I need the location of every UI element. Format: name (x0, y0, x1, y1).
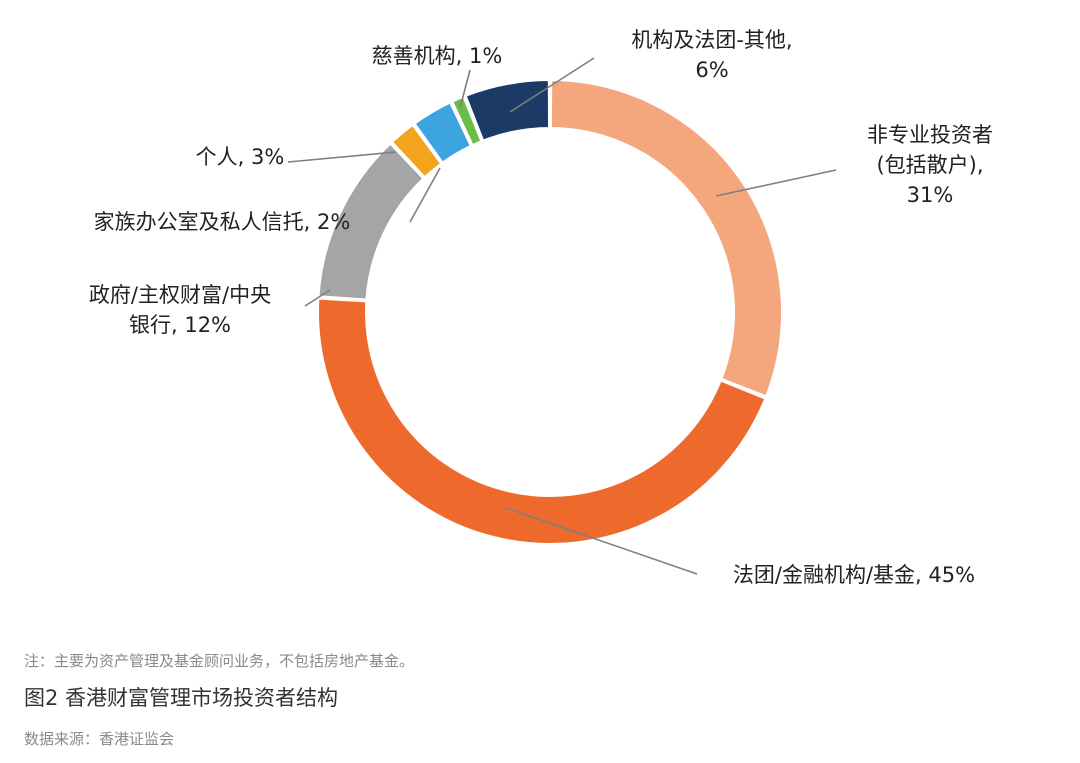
leader-line-2 (304, 289, 331, 307)
slice-label-line: 政府/主权财富/中央 (89, 283, 271, 307)
slice-label-line: (包括散户), (876, 153, 983, 177)
leader-line-0 (715, 169, 837, 197)
slice-label-5: 慈善机构, 1% (372, 44, 503, 68)
donut-slices (317, 78, 783, 545)
leader-line-3 (409, 167, 441, 223)
leader-lines (287, 57, 837, 575)
figure-source: 数据来源：香港证监会 (24, 730, 175, 748)
donut-slice-0 (549, 78, 783, 398)
slice-label-1: 法团/金融机构/基金, 45% (733, 563, 975, 587)
leader-line-5 (459, 69, 471, 109)
slice-label-line: 慈善机构, 1% (372, 44, 503, 68)
leader-line-6 (509, 57, 595, 113)
leader-line-4 (287, 151, 397, 163)
figure-title: 图2 香港财富管理市场投资者结构 (24, 686, 339, 710)
donut-slice-1 (317, 297, 767, 545)
donut-slice-3 (390, 123, 443, 179)
donut-slice-2 (317, 142, 425, 301)
slice-labels: 非专业投资者 (包括散户), 31% 法团/金融机构/基金, 45% 政府/主权财富/中… (89, 28, 993, 587)
slice-label-2: 政府/主权财富/中央银行, 12% (89, 283, 271, 337)
slice-label-line: 6% (695, 58, 728, 82)
donut-chart: 非专业投资者 (包括散户), 31% 法团/金融机构/基金, 45% 政府/主权财富/中… (89, 28, 993, 587)
donut-slice-6 (464, 78, 551, 142)
donut-slice-5 (450, 95, 483, 147)
slice-label-4: 个人, 3% (196, 145, 285, 169)
slice-label-3: 家族办公室及私人信托, 2% (94, 210, 351, 234)
slice-label-line: 法团/金融机构/基金, 45% (733, 563, 975, 587)
slice-label-0: 非专业投资者 (包括散户), 31% (867, 123, 993, 207)
slice-label-line: 31% (907, 183, 954, 207)
slice-label-line: 家族办公室及私人信托, 2% (94, 210, 351, 234)
leader-line-1 (505, 507, 698, 575)
slice-label-6: 机构及法团-其他, 6% (631, 28, 792, 82)
slice-label-line: 银行, 12% (129, 313, 231, 337)
donut-slice-4 (413, 101, 473, 164)
slice-label-line: 个人, 3% (196, 145, 285, 169)
slice-label-line: 机构及法团-其他, (631, 28, 792, 52)
figure-note: 注：主要为资产管理及基金顾问业务，不包括房地产基金。 (24, 652, 415, 670)
slice-label-line: 非专业投资者 (867, 123, 993, 147)
